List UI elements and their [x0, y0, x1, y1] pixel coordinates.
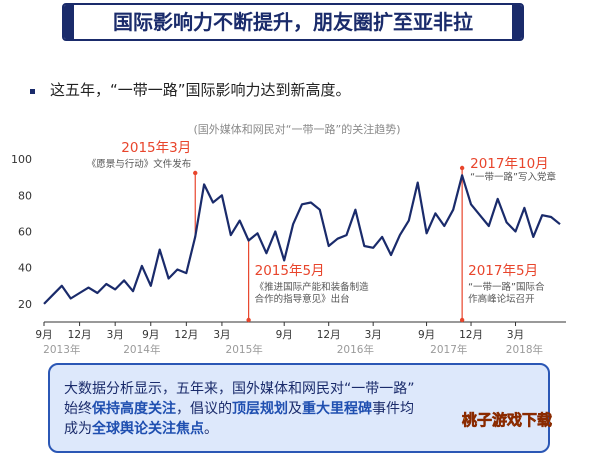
title-stripe-right: [512, 5, 522, 39]
year-label: 2018年: [506, 343, 543, 356]
x-tick-label: 3月: [107, 329, 124, 341]
x-tick-label: 12月: [459, 329, 483, 341]
watermark-logo: 桃子游戏下载: [462, 411, 553, 430]
y-tick-label: 40: [18, 262, 32, 275]
summary-text: 及: [288, 401, 302, 417]
annotation-text: “一带一路”国际合: [468, 281, 545, 293]
highlight-text: 重大里程碑: [302, 401, 372, 417]
summary-text: 事件均: [372, 401, 414, 417]
annotation-dot: [459, 317, 465, 323]
year-label: 2017年: [430, 343, 467, 356]
summary-box: 大数据分析显示，五年来，国外媒体和网民对“一带一路” 始终保持高度关注，倡议的顶…: [48, 363, 550, 453]
annotation-date: 2017年10月: [470, 156, 549, 172]
summary-line-1: 大数据分析显示，五年来，国外媒体和网民对“一带一路”: [64, 379, 534, 399]
intro-text: 这五年，“一带一路”国际影响力达到新高度。: [50, 81, 351, 99]
annotation-text: 《愿景与行动》文件发布: [87, 158, 192, 170]
x-tick-label: 3月: [365, 329, 382, 341]
annotation-dot: [246, 317, 251, 323]
annotation-text: “一带一路”写入党章: [470, 171, 556, 183]
annotation-text: 作高峰论坛召开: [468, 293, 535, 305]
x-tick-label: 12月: [317, 329, 341, 341]
x-tick-label: 3月: [213, 329, 230, 341]
series-line: [43, 174, 561, 305]
trend-chart: 20 40 60 80 100 9月 12月 3月 9月 12月 3月 9月 12月 3月 9月 12月 3月 2…: [11, 140, 566, 356]
x-tick-label: 9月: [35, 329, 52, 341]
y-tick-label: 20: [18, 298, 32, 311]
year-label: 2016年: [337, 343, 374, 356]
summary-text: 。: [204, 421, 218, 437]
year-label: 2015年: [226, 343, 263, 356]
title-stripe-left: [64, 5, 74, 39]
highlight-text: 全球舆论关注焦点: [92, 421, 204, 437]
bullet-icon: [30, 89, 35, 94]
x-tick-label: 3月: [507, 329, 524, 341]
x-tick-label: 9月: [276, 329, 293, 341]
annotation-text: 《推进国际产能和装备制造: [255, 281, 370, 293]
highlight-text: 顶层规划: [232, 401, 288, 417]
chart-caption: (国外媒体和网民对“一带一路”的关注趋势): [193, 123, 401, 136]
x-tick-label: 9月: [142, 329, 159, 341]
page-title: 国际影响力不断提升，朋友圈扩至亚非拉: [113, 10, 473, 34]
annotation-text: 合作的指导意见》出台: [255, 293, 350, 305]
summary-text: 成为: [64, 421, 92, 437]
x-tick-label: 9月: [418, 329, 435, 341]
summary-line-2: 始终保持高度关注，倡议的顶层规划及重大里程碑事件均: [64, 399, 534, 419]
summary-text: 始终: [64, 401, 92, 417]
summary-line-3: 成为全球舆论关注焦点。: [64, 419, 534, 439]
summary-text: ，倡议的: [176, 401, 232, 417]
x-tick-label: 12月: [68, 329, 92, 341]
annotation-date: 2015年5月: [255, 263, 325, 279]
y-tick-label: 60: [18, 225, 32, 238]
annotation-dot: [193, 170, 198, 176]
summary-text: 大数据分析显示，五年来，国外媒体和网民对“一带一路”: [64, 381, 415, 397]
highlight-text: 保持高度关注: [92, 401, 176, 417]
y-tick-label: 100: [11, 153, 32, 166]
annotation-dot: [459, 165, 465, 171]
title-banner: 国际影响力不断提升，朋友圈扩至亚非拉: [62, 3, 524, 41]
y-tick-label: 80: [18, 189, 32, 202]
year-label: 2014年: [123, 343, 160, 356]
annotation-date: 2017年5月: [468, 263, 538, 279]
annotation-date: 2015年3月: [121, 140, 191, 156]
x-tick-label: 12月: [174, 329, 198, 341]
year-label: 2013年: [43, 343, 80, 356]
